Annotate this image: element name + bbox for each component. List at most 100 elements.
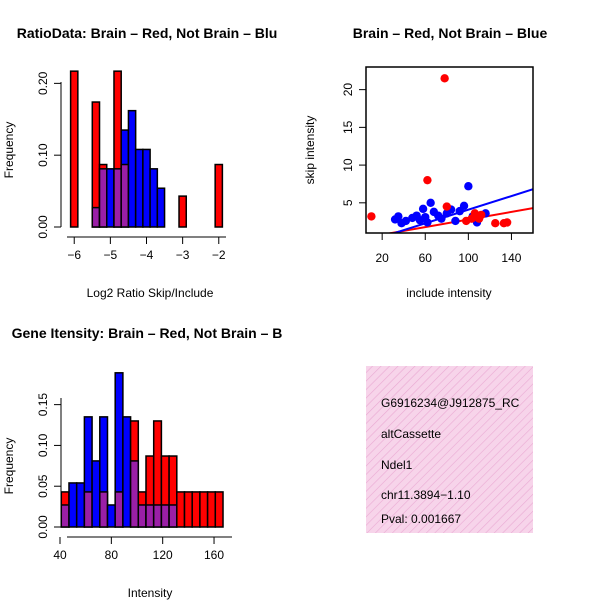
intensity-bar-overlap xyxy=(168,504,178,528)
intensity-chart-title: Gene Itensity: Brain – Red, Not Brain – … xyxy=(12,325,283,341)
scatter-chart-title: Brain – Red, Not Brain – Blue xyxy=(353,25,548,41)
intensity-x-tick-label: 40 xyxy=(53,548,67,562)
scatter-x-tick-label: 60 xyxy=(419,251,433,265)
point-not-brain xyxy=(418,204,428,214)
ratio-x-ticks: −6 −5 −4 −3 −2 xyxy=(67,237,226,262)
point-brain xyxy=(491,218,500,228)
ratio-bar-not-brain xyxy=(142,148,151,228)
intensity-bar-overlap xyxy=(129,460,140,528)
ratio-y-tick-label: 0.00 xyxy=(36,215,50,239)
intensity-histogram-panel: Gene Itensity: Brain – Red, Not Brain – … xyxy=(2,325,282,600)
info-gene-id: G6916234@J912875_RC xyxy=(381,396,520,410)
point-not-brain xyxy=(394,212,403,221)
scatter-y-ticks: 5 10 15 20 xyxy=(341,83,366,206)
ratio-x-tick-label: −3 xyxy=(176,248,190,262)
scatter-points xyxy=(367,74,512,228)
info-text-clip: G6916234@J912875_RC altCassette Ndel1 ch… xyxy=(381,396,520,526)
intensity-bar-brain xyxy=(199,491,209,528)
ratio-bar-overlap xyxy=(113,168,122,228)
ratio-bar-overlap xyxy=(120,163,130,228)
ratio-bars xyxy=(69,70,224,228)
ratio-x-tick-label: −4 xyxy=(140,248,154,262)
intensity-bar-not-brain xyxy=(122,416,132,528)
intensity-bar-brain xyxy=(191,491,201,528)
info-gene-symbol: Ndel1 xyxy=(381,458,413,472)
intensity-x-tick-label: 120 xyxy=(153,548,173,562)
point-not-brain xyxy=(437,214,446,223)
intensity-x-tick-label: 160 xyxy=(204,548,224,562)
intensity-y-tick-label: 0.15 xyxy=(36,393,50,417)
info-background xyxy=(366,366,533,533)
ratio-chart-title: RatioData: Brain – Red, Not Brain – Blu xyxy=(17,25,278,41)
intensity-bar-brain xyxy=(176,491,186,528)
scatter-x-label: include intensity xyxy=(406,286,491,300)
ratio-bar-not-brain xyxy=(156,187,166,228)
scatter-y-tick-label: 5 xyxy=(341,199,355,206)
intensity-y-tick-label: 0.00 xyxy=(36,515,50,539)
point-brain xyxy=(367,212,376,221)
ratio-bar-overlap xyxy=(91,206,101,228)
point-not-brain xyxy=(451,216,460,226)
ratio-bar-overlap xyxy=(98,168,108,228)
ratio-bar-not-brain xyxy=(134,148,144,228)
scatter-y-tick-label: 10 xyxy=(341,158,355,172)
intensity-bars xyxy=(60,372,224,528)
ratio-histogram-panel: RatioData: Brain – Red, Not Brain – Blu … xyxy=(2,25,277,300)
point-not-brain xyxy=(426,198,435,208)
ratio-y-label: Frequency xyxy=(2,122,16,179)
point-brain xyxy=(477,210,486,220)
scatter-y-tick-label: 20 xyxy=(341,83,355,97)
intensity-bar-overlap xyxy=(152,504,163,528)
scatter-plot-box xyxy=(365,66,534,234)
info-event-type: altCassette xyxy=(381,427,441,441)
point-brain xyxy=(423,175,432,185)
scatter-x-ticks: 20 60 100 140 xyxy=(375,233,522,265)
ratio-bar-not-brain xyxy=(106,168,115,228)
point-not-brain xyxy=(464,182,473,191)
intensity-bar-not-brain xyxy=(91,460,101,528)
intensity-bar-not-brain xyxy=(106,504,116,528)
scatter-x-tick-label: 100 xyxy=(458,251,478,265)
point-brain xyxy=(502,218,512,227)
intensity-bar-overlap xyxy=(83,491,93,528)
intensity-bar-overlap xyxy=(60,504,70,528)
point-brain xyxy=(440,74,449,83)
intensity-bar-brain xyxy=(206,491,217,528)
info-location: chr11.3894−1.10 xyxy=(381,488,471,502)
scatter-y-label: skip intensity xyxy=(303,116,317,185)
ratio-bar-brain xyxy=(69,70,79,228)
intensity-bar-brain xyxy=(214,491,224,528)
ratio-x-tick-label: −2 xyxy=(212,248,226,262)
intensity-bar-brain xyxy=(183,491,193,528)
scatter-y-tick-label: 15 xyxy=(341,120,355,134)
ratio-bar-brain xyxy=(178,195,187,228)
ratio-bar-brain xyxy=(214,163,224,228)
intensity-y-ticks: 0.00 0.05 0.10 0.15 xyxy=(36,393,61,539)
point-not-brain xyxy=(401,216,411,226)
scatter-panel: Brain – Red, Not Brain – Blue 20 60 100 140… xyxy=(303,25,547,300)
intensity-bar-overlap xyxy=(114,491,124,528)
intensity-y-tick-label: 0.10 xyxy=(36,433,50,457)
ratio-y-ticks: 0.00 0.10 0.20 xyxy=(36,71,61,239)
ratio-x-tick-label: −5 xyxy=(104,248,118,262)
ratio-bar-not-brain xyxy=(149,168,159,228)
intensity-bar-overlap xyxy=(137,504,147,528)
point-not-brain xyxy=(423,218,432,227)
intensity-bar-not-brain xyxy=(68,482,78,528)
scatter-x-tick-label: 20 xyxy=(375,251,389,265)
intensity-x-label: Intensity xyxy=(128,586,173,600)
info-pval: Pval: 0.001667 xyxy=(381,512,461,526)
intensity-bar-overlap xyxy=(160,504,170,528)
ratio-y-tick-label: 0.10 xyxy=(36,143,50,167)
ratio-y-tick-label: 0.20 xyxy=(36,71,50,95)
intensity-y-label: Frequency xyxy=(2,438,16,495)
intensity-bar-overlap xyxy=(145,504,155,528)
intensity-bar-overlap xyxy=(99,491,109,528)
ratio-x-tick-label: −6 xyxy=(67,248,81,262)
ratio-bar-not-brain xyxy=(127,109,137,228)
intensity-y-tick-label: 0.05 xyxy=(36,474,50,498)
intensity-x-ticks: 40 80 120 160 xyxy=(53,537,224,562)
ratio-x-label: Log2 Ratio Skip/Include xyxy=(87,286,214,300)
scatter-x-tick-label: 140 xyxy=(501,251,521,265)
